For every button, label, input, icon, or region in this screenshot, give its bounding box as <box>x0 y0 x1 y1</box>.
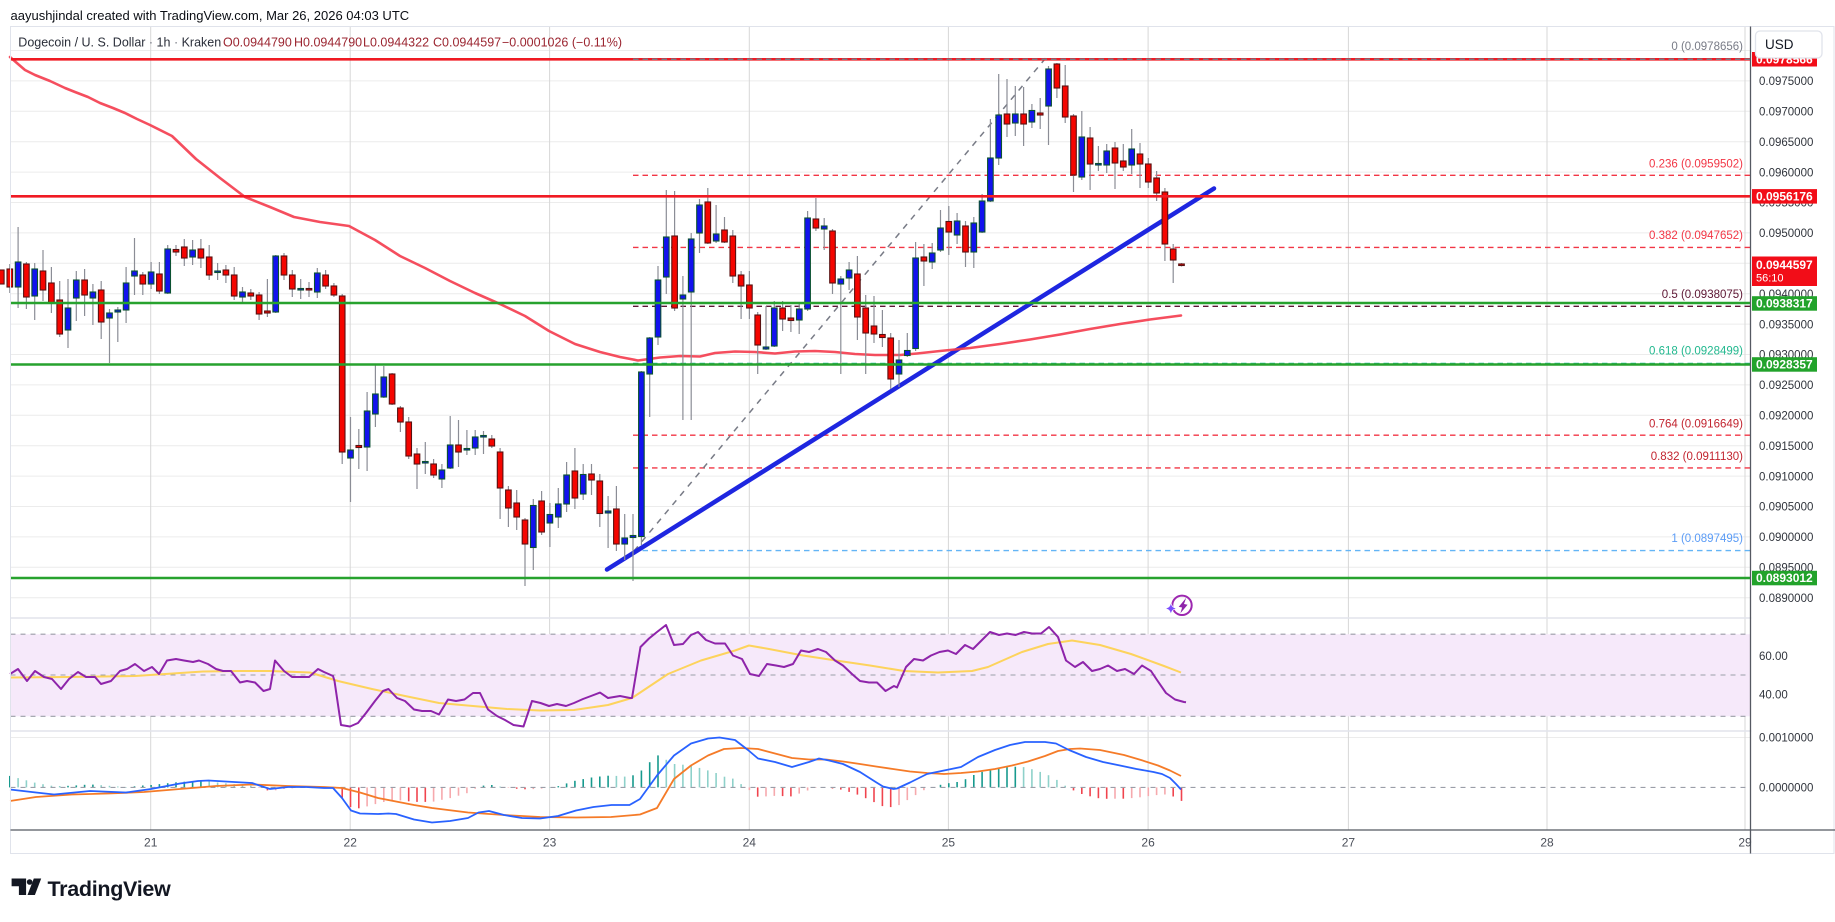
svg-text:0.0935000: 0.0935000 <box>1759 319 1813 331</box>
svg-text:0.0890000: 0.0890000 <box>1759 593 1813 605</box>
svg-text:26: 26 <box>1141 836 1155 850</box>
svg-text:Dogecoin / U. S. Dollar · 1h ·: Dogecoin / U. S. Dollar · 1h · Kraken O0.… <box>18 35 622 49</box>
svg-text:28: 28 <box>1540 836 1554 850</box>
svg-text:40.00: 40.00 <box>1759 690 1788 702</box>
svg-text:0.0970000: 0.0970000 <box>1759 107 1813 119</box>
svg-text:24: 24 <box>743 836 757 850</box>
svg-text:0.0893012: 0.0893012 <box>1756 571 1813 585</box>
svg-text:0.832 (0.0911130): 0.832 (0.0911130) <box>1651 451 1743 463</box>
svg-text:27: 27 <box>1342 836 1356 850</box>
svg-text:TradingView: TradingView <box>48 877 172 901</box>
svg-text:0 (0.0978656): 0 (0.0978656) <box>1671 41 1743 53</box>
svg-text:USD: USD <box>1765 37 1794 52</box>
svg-text:0.0920000: 0.0920000 <box>1759 411 1813 423</box>
svg-text:0.0905000: 0.0905000 <box>1759 502 1813 514</box>
svg-text:0.0960000: 0.0960000 <box>1759 167 1813 179</box>
svg-text:0.5 (0.0938075): 0.5 (0.0938075) <box>1662 289 1743 301</box>
svg-text:22: 22 <box>344 836 358 850</box>
svg-text:0.236 (0.0959502): 0.236 (0.0959502) <box>1649 159 1743 171</box>
svg-text:21: 21 <box>144 836 158 850</box>
svg-text:29: 29 <box>1738 836 1752 850</box>
svg-text:1 (0.0897495): 1 (0.0897495) <box>1671 533 1743 545</box>
svg-text:60.00: 60.00 <box>1759 651 1788 663</box>
svg-text:0.0910000: 0.0910000 <box>1759 471 1813 483</box>
svg-text:0.0950000: 0.0950000 <box>1759 228 1813 240</box>
svg-text:0.0975000: 0.0975000 <box>1759 76 1813 88</box>
svg-text:0.382 (0.0947652): 0.382 (0.0947652) <box>1649 230 1743 242</box>
svg-text:23: 23 <box>543 836 557 850</box>
svg-text:56:10: 56:10 <box>1756 273 1784 285</box>
svg-text:0.0956176: 0.0956176 <box>1756 190 1813 204</box>
svg-text:0.0010000: 0.0010000 <box>1759 733 1813 745</box>
svg-text:0.0900000: 0.0900000 <box>1759 532 1813 544</box>
svg-text:0.764 (0.0916649): 0.764 (0.0916649) <box>1649 418 1743 430</box>
svg-text:0.0938317: 0.0938317 <box>1756 297 1813 311</box>
svg-text:0.0925000: 0.0925000 <box>1759 380 1813 392</box>
svg-text:0.0965000: 0.0965000 <box>1759 137 1813 149</box>
svg-text:0.0944597: 0.0944597 <box>1756 258 1813 272</box>
svg-text:0.618 (0.0928499): 0.618 (0.0928499) <box>1649 346 1743 358</box>
svg-text:aayushjindal created with Trad: aayushjindal created with TradingView.co… <box>11 8 410 23</box>
svg-text:0.0000000: 0.0000000 <box>1759 783 1813 795</box>
svg-text:0.0928357: 0.0928357 <box>1756 358 1813 372</box>
svg-text:0.0915000: 0.0915000 <box>1759 441 1813 453</box>
svg-text:25: 25 <box>942 836 956 850</box>
